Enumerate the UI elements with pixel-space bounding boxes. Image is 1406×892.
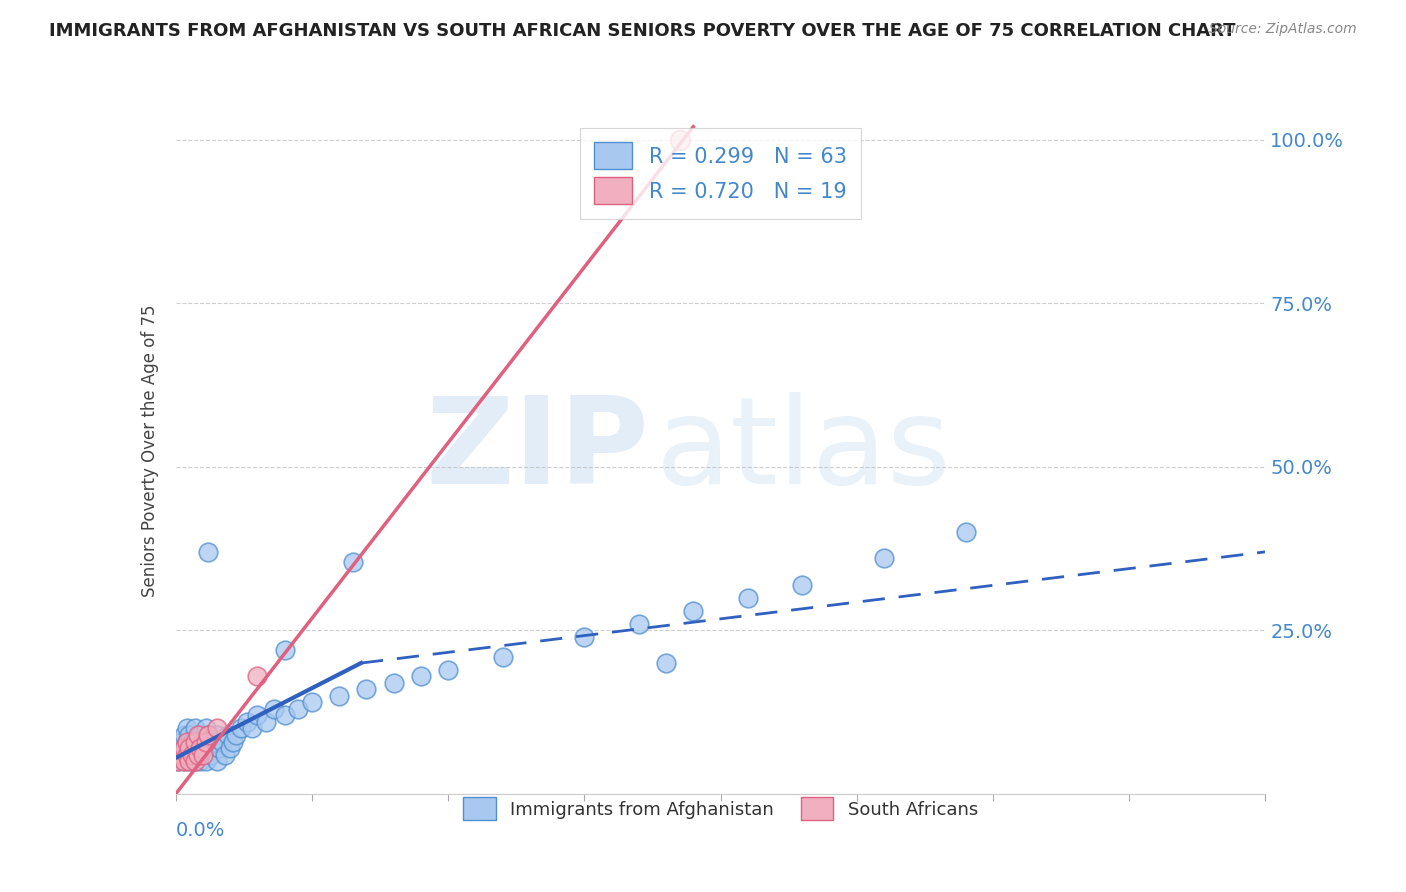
Point [179,754,201,768]
Point [668,133,690,147]
Point [188,741,211,756]
Point [191,747,214,762]
Point [627,616,650,631]
Point [235,714,257,729]
Point [197,741,219,756]
Point [655,656,678,670]
Point [274,643,297,657]
Point [179,741,201,756]
Legend: Immigrants from Afghanistan, South Africans: Immigrants from Afghanistan, South Afric… [454,789,987,830]
Point [225,728,247,742]
Text: atlas: atlas [655,392,950,509]
Point [208,741,231,756]
Point [197,545,219,559]
Point [737,591,759,605]
Point [173,741,195,756]
Point [194,734,217,748]
Point [173,754,195,768]
Point [240,722,263,736]
Point [186,734,209,748]
Point [246,708,269,723]
Point [176,747,198,762]
Point [682,604,704,618]
Text: IMMIGRANTS FROM AFGHANISTAN VS SOUTH AFRICAN SENIORS POVERTY OVER THE AGE OF 75 : IMMIGRANTS FROM AFGHANISTAN VS SOUTH AFR… [49,22,1236,40]
Point [184,754,207,768]
Point [211,734,233,748]
Point [382,675,405,690]
Point [176,722,198,736]
Point [205,754,228,768]
Y-axis label: Seniors Poverty Over the Age of 75: Seniors Poverty Over the Age of 75 [141,304,159,597]
Point [328,689,350,703]
Point [167,754,190,768]
Point [197,728,219,742]
Point [191,734,214,748]
Point [191,747,214,762]
Point [176,747,198,762]
Point [186,747,209,762]
Point [287,702,309,716]
Point [170,747,193,762]
Point [179,754,201,768]
Point [254,714,277,729]
Point [222,734,245,748]
Point [356,682,378,697]
Point [205,728,228,742]
Point [437,663,460,677]
Point [202,734,225,748]
Point [955,525,977,540]
Point [409,669,432,683]
Point [274,708,297,723]
Point [173,741,195,756]
Text: ZIP: ZIP [426,392,650,509]
Point [170,734,193,748]
Point [179,741,201,756]
Point [263,702,285,716]
Point [173,754,195,768]
Point [574,630,596,644]
Point [181,747,204,762]
Point [181,747,204,762]
Point [231,722,253,736]
Point [188,754,211,768]
Point [342,555,364,569]
Point [167,754,190,768]
Point [184,754,207,768]
Point [492,649,515,664]
Point [873,551,896,566]
Point [792,577,814,591]
Point [184,741,207,756]
Point [184,734,207,748]
Point [219,741,242,756]
Point [184,722,207,736]
Point [205,722,228,736]
Point [197,728,219,742]
Point [186,728,209,742]
Point [176,734,198,748]
Point [188,728,211,742]
Point [186,747,209,762]
Text: 0.0%: 0.0% [176,822,225,840]
Point [301,695,323,709]
Point [217,728,239,742]
Point [181,734,204,748]
Point [176,734,198,748]
Point [200,747,222,762]
Text: Source: ZipAtlas.com: Source: ZipAtlas.com [1209,22,1357,37]
Point [194,722,217,736]
Point [194,754,217,768]
Point [246,669,269,683]
Point [179,728,201,742]
Point [173,728,195,742]
Point [214,747,236,762]
Point [170,747,193,762]
